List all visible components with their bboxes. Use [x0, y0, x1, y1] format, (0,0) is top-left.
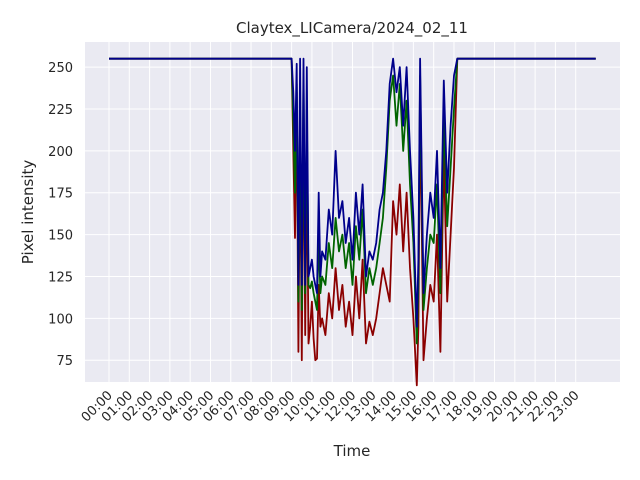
y-tick-label: 150 — [48, 229, 73, 244]
y-tick-label: 200 — [48, 145, 73, 160]
y-tick-label: 225 — [48, 103, 73, 118]
y-tick-label: 100 — [48, 312, 73, 327]
series-line-2 — [109, 57, 596, 328]
series-lines — [109, 57, 596, 387]
grid — [85, 42, 620, 382]
y-tick-labels: 75 100 125 150 175 200 225 250 — [48, 61, 73, 369]
y-tick-label: 125 — [48, 270, 73, 285]
chart-title: Claytex_LICamera/2024_02_11 — [236, 19, 468, 38]
y-tick-label: 75 — [56, 354, 73, 369]
y-tick-label: 175 — [48, 187, 73, 202]
x-axis-label: Time — [333, 442, 371, 460]
y-axis-label: Pixel intensity — [19, 160, 37, 265]
x-tick-labels: 00:0001:0002:0003:0004:0005:0006:0007:00… — [79, 388, 583, 425]
y-tick-label: 250 — [48, 61, 73, 76]
